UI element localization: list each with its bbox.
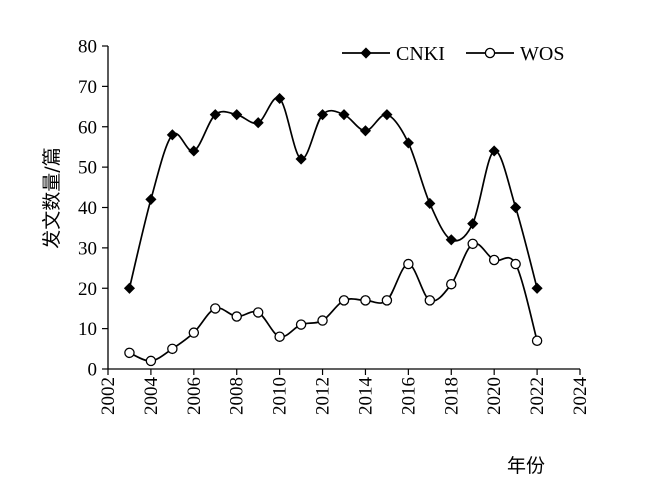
x-tick-label-0: 2002 bbox=[98, 377, 119, 415]
cnki-point-2004 bbox=[145, 193, 157, 205]
series-line-cnki bbox=[128, 96, 538, 289]
legend-label-wos: WOS bbox=[520, 43, 564, 65]
cnki-point-2007 bbox=[209, 109, 221, 121]
x-tick-label-1: 2004 bbox=[141, 377, 162, 416]
wos-point-2014 bbox=[360, 295, 371, 306]
series-wos bbox=[124, 238, 543, 367]
wos-point-2016 bbox=[403, 258, 414, 270]
cnki-point-2022 bbox=[531, 282, 543, 294]
cnki-point-2019 bbox=[467, 218, 479, 230]
wos-point-2011 bbox=[295, 319, 307, 330]
x-axis-title: 年份 bbox=[507, 455, 545, 477]
cnki-point-2021 bbox=[510, 201, 522, 214]
x-tick-label-9: 2020 bbox=[484, 377, 505, 415]
wos-point-2019 bbox=[467, 238, 478, 250]
y-tick-label-7: 70 bbox=[78, 77, 97, 98]
wos-point-2008 bbox=[231, 311, 242, 322]
cnki-point-2015 bbox=[381, 109, 393, 121]
wos-point-2009 bbox=[252, 307, 264, 318]
wos-point-2007 bbox=[210, 303, 221, 314]
cnki-point-2010 bbox=[274, 92, 286, 105]
wos-point-2021 bbox=[510, 258, 521, 270]
legend: CNKI WOS bbox=[342, 43, 564, 65]
wos-point-2006 bbox=[188, 327, 200, 338]
wos-point-2012 bbox=[317, 315, 328, 326]
y-axis-title: 发文数量/篇 bbox=[41, 147, 63, 248]
axes: 0 10 20 30 40 50 60 70 80 2002 2004 2006 2008 2010 201… bbox=[78, 37, 591, 416]
cnki-point-2017 bbox=[424, 197, 436, 210]
x-tick-label-8: 2018 bbox=[441, 377, 462, 415]
x-tick-label-11: 2024 bbox=[570, 377, 591, 416]
cnki-point-2003 bbox=[123, 282, 136, 294]
legend-marker-wos bbox=[484, 47, 496, 59]
cnki-point-2005 bbox=[166, 129, 178, 141]
cnki-point-2016 bbox=[402, 137, 414, 149]
cnki-point-2011 bbox=[295, 153, 307, 165]
y-tick-label-5: 50 bbox=[78, 158, 97, 179]
legend-item-wos: WOS bbox=[466, 43, 564, 65]
y-tick-label-4: 40 bbox=[78, 198, 97, 219]
x-tick-label-7: 2016 bbox=[398, 377, 419, 415]
series-line-wos bbox=[129, 242, 538, 362]
wos-point-2013 bbox=[338, 295, 350, 306]
wos-point-2022 bbox=[531, 335, 543, 346]
wos-point-2003 bbox=[124, 347, 135, 359]
wos-point-2010 bbox=[274, 331, 285, 342]
y-tick-label-0: 0 bbox=[88, 360, 98, 381]
y-tick-label-6: 60 bbox=[78, 117, 97, 138]
x-tick-label-10: 2022 bbox=[527, 377, 548, 415]
wos-point-2005 bbox=[167, 343, 178, 355]
y-tick-label-1: 10 bbox=[78, 319, 97, 340]
wos-point-2015 bbox=[381, 295, 393, 306]
x-tick-label-5: 2012 bbox=[313, 377, 334, 415]
cnki-point-2012 bbox=[316, 109, 329, 121]
x-tick-label-2: 2006 bbox=[184, 377, 205, 415]
y-tick-label-3: 30 bbox=[78, 238, 97, 259]
series-group bbox=[123, 92, 543, 367]
x-tick-label-6: 2014 bbox=[355, 377, 376, 416]
cnki-point-2014 bbox=[359, 125, 372, 137]
cnki-point-2013 bbox=[338, 109, 350, 121]
y-tick-label-2: 20 bbox=[78, 279, 97, 300]
x-tick-label-3: 2008 bbox=[227, 377, 248, 415]
wos-point-2004 bbox=[145, 355, 157, 367]
wos-point-2018 bbox=[446, 278, 457, 290]
cnki-point-2020 bbox=[488, 145, 500, 157]
wos-point-2020 bbox=[488, 254, 500, 266]
x-tick-label-4: 2010 bbox=[270, 377, 291, 415]
cnki-point-2006 bbox=[188, 145, 200, 157]
legend-label-cnki: CNKI bbox=[396, 43, 445, 65]
legend-item-cnki: CNKI bbox=[342, 43, 445, 65]
cnki-point-2008 bbox=[231, 109, 243, 121]
legend-marker-cnki bbox=[360, 47, 372, 59]
wos-point-2017 bbox=[424, 295, 436, 306]
y-tick-label-8: 80 bbox=[78, 37, 97, 58]
cnki-point-2018 bbox=[445, 234, 457, 246]
series-cnki bbox=[123, 92, 543, 294]
cnki-point-2009 bbox=[252, 117, 264, 129]
